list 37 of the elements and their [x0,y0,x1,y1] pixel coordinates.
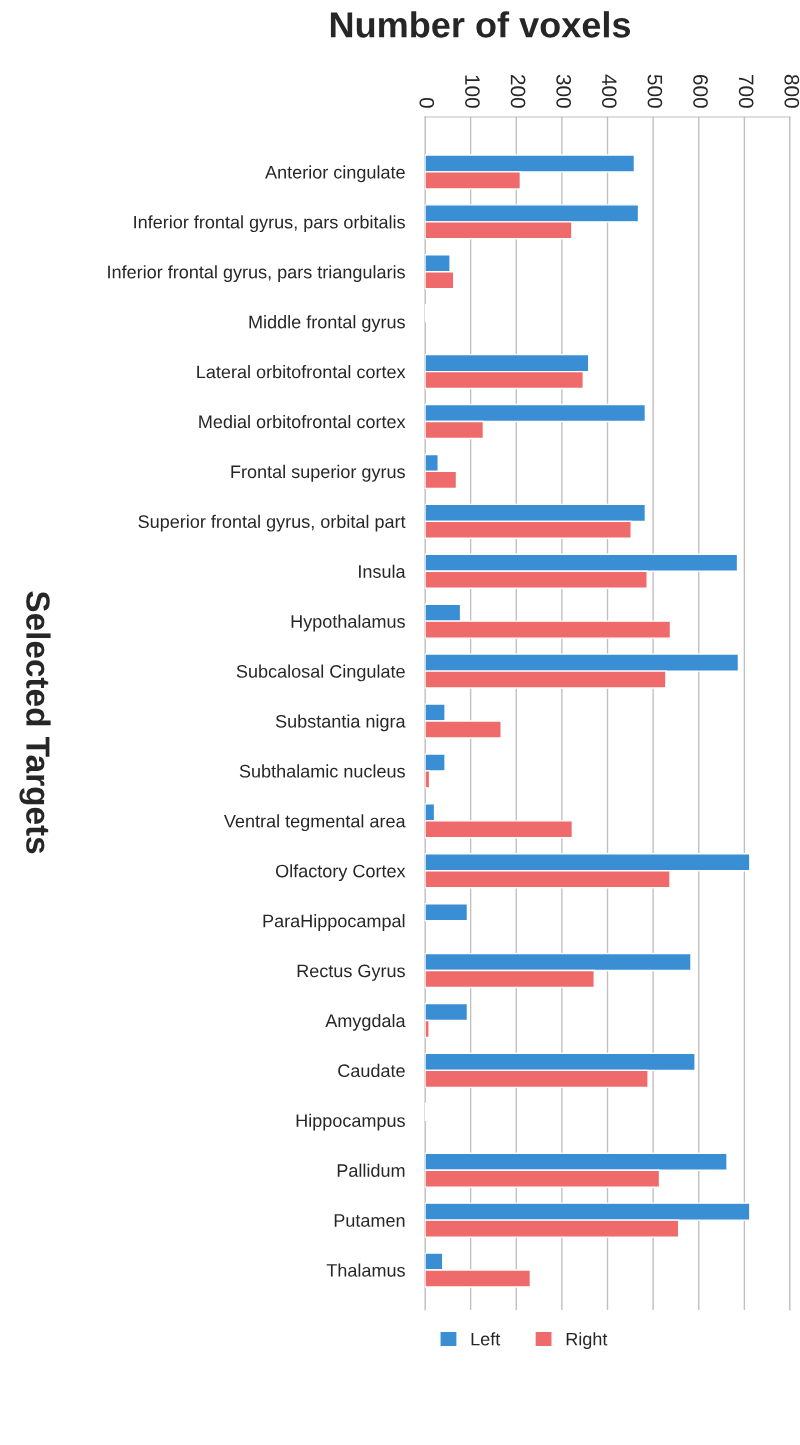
y-tick-label: Rectus Gyrus [297,964,405,981]
chart-title: Number of voxels [330,11,631,38]
y-tick-label: Olfactory Cortex [275,864,406,882]
y-tick-label: Inferior frontal gyrus, pars orbitalis [134,215,405,233]
y-tick-label: Insula [359,564,406,578]
x-tick-label: 300 [556,74,572,108]
y-tick-label: Lateral orbitofrontal cortex [197,365,406,379]
x-tick-label: 600 [693,74,708,108]
y-tick-label: Hippocampus [296,1113,405,1131]
y-tick-label: Putamen [334,1214,405,1227]
y-tick-label: Frontal superior gyrus [231,464,405,482]
y-axis-title: Selected Targets [19,591,51,854]
legend-label: Right [566,1332,608,1350]
y-tick-label: Pallidum [337,1163,405,1177]
y-tick-label: ParaHippocampal [263,914,405,931]
x-tick-label: 800 [784,74,800,108]
x-tick-label: 700 [738,74,754,108]
x-tick-label: 500 [647,74,663,108]
legend-label: Left [471,1332,501,1346]
y-tick-label: Substantia nigra [275,714,406,732]
y-tick-label: Medial orbitofrontal cortex [199,414,406,429]
y-tick-label: Caudate [338,1063,405,1078]
bar [425,902,469,922]
y-tick-label: Superior frontal gyrus, orbital part [138,514,406,532]
y-tick-label: Ventral tegmental area [223,814,406,832]
y-tick-label: Subcalosal Cingulate [236,664,405,682]
y-tick-label: Subthalamic nucleus [239,764,405,778]
y-tick-label: Inferior frontal gyrus, pars triangularis [108,265,405,283]
y-tick-label: Middle frontal gyrus [249,315,405,332]
x-tick-label: 100 [465,75,480,108]
x-tick-label: 200 [510,74,526,108]
y-tick-label: Amygdala [325,1013,406,1031]
x-tick-label: 0 [419,97,435,108]
y-tick-label: Anterior cingulate [265,165,405,183]
x-tick-label: 400 [601,74,617,108]
y-tick-label: Hypothalamus [291,614,405,632]
y-tick-label: Thalamus [326,1263,405,1277]
